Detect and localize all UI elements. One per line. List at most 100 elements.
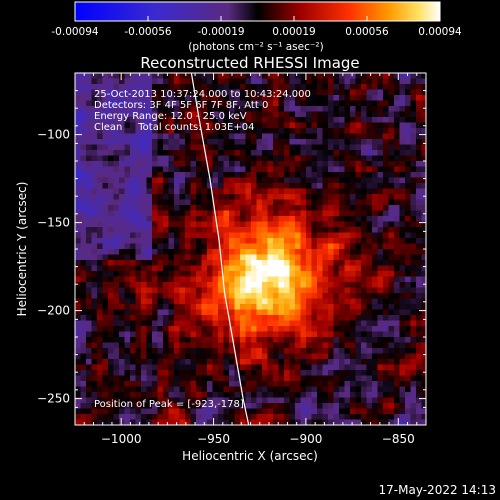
- heatmap-cell: [212, 419, 219, 425]
- heatmap-cell: [300, 403, 307, 410]
- heatmap-cell: [75, 177, 82, 184]
- heatmap-cell: [306, 84, 313, 91]
- heatmap-cell: [157, 78, 164, 85]
- heatmap-cell: [355, 403, 362, 410]
- heatmap-cell: [295, 78, 302, 85]
- heatmap-cell: [174, 172, 181, 179]
- heatmap-cell: [383, 89, 390, 96]
- heatmap-cell: [163, 150, 170, 157]
- heatmap-cell: [267, 359, 274, 366]
- heatmap-cell: [251, 287, 258, 294]
- heatmap-cell: [108, 293, 115, 300]
- heatmap-cell: [339, 150, 346, 157]
- heatmap-cell: [339, 298, 346, 305]
- heatmap-cell: [339, 260, 346, 267]
- heatmap-cell: [278, 381, 285, 388]
- heatmap-cell: [421, 183, 426, 190]
- heatmap-cell: [102, 133, 109, 140]
- heatmap-cell: [355, 183, 362, 190]
- heatmap-cell: [416, 188, 423, 195]
- heatmap-cell: [75, 210, 82, 217]
- heatmap-cell: [223, 309, 230, 316]
- heatmap-cell: [201, 194, 208, 201]
- heatmap-cell: [119, 364, 126, 371]
- heatmap-cell: [350, 320, 357, 327]
- heatmap-cell: [185, 271, 192, 278]
- heatmap-cell: [146, 155, 153, 162]
- heatmap-cell: [344, 342, 351, 349]
- heatmap-cell: [174, 221, 181, 228]
- heatmap-cell: [245, 95, 252, 102]
- heatmap-cell: [130, 177, 137, 184]
- heatmap-cell: [383, 414, 390, 421]
- heatmap-cell: [141, 260, 148, 267]
- heatmap-cell: [289, 304, 296, 311]
- heatmap-cell: [256, 403, 263, 410]
- heatmap-cell: [229, 370, 236, 377]
- heatmap-cell: [196, 133, 203, 140]
- heatmap-cell: [141, 397, 148, 404]
- heatmap-cell: [361, 326, 368, 333]
- heatmap-cell: [273, 364, 280, 371]
- heatmap-cell: [179, 397, 186, 404]
- heatmap-cell: [405, 238, 412, 245]
- heatmap-cell: [201, 216, 208, 223]
- heatmap-cell: [328, 238, 335, 245]
- heatmap-cell: [300, 177, 307, 184]
- heatmap-cell: [130, 386, 137, 393]
- heatmap-cell: [273, 276, 280, 283]
- heatmap-cell: [410, 397, 417, 404]
- heatmap-cell: [333, 309, 340, 316]
- heatmap-cell: [223, 232, 230, 239]
- heatmap-cell: [86, 183, 93, 190]
- heatmap-cell: [190, 386, 197, 393]
- heatmap-cell: [141, 414, 148, 421]
- heatmap-cell: [102, 364, 109, 371]
- heatmap-cell: [278, 194, 285, 201]
- heatmap-cell: [75, 243, 82, 250]
- heatmap-cell: [333, 320, 340, 327]
- heatmap-cell: [108, 221, 115, 228]
- heatmap-cell: [394, 337, 401, 344]
- heatmap-cell: [240, 117, 247, 124]
- heatmap-cell: [416, 106, 423, 113]
- heatmap-cell: [350, 254, 357, 261]
- heatmap-cell: [201, 320, 208, 327]
- heatmap-cell: [102, 89, 109, 96]
- heatmap-cell: [399, 375, 406, 382]
- heatmap-cell: [322, 227, 329, 234]
- heatmap-cell: [168, 243, 175, 250]
- heatmap-cell: [405, 249, 412, 256]
- heatmap-cell: [212, 172, 219, 179]
- heatmap-cell: [256, 89, 263, 96]
- heatmap-cell: [124, 122, 131, 129]
- heatmap-cell: [355, 243, 362, 250]
- heatmap-cell: [108, 298, 115, 305]
- heatmap-cell: [179, 392, 186, 399]
- heatmap-cell: [300, 408, 307, 415]
- heatmap-cell: [152, 194, 159, 201]
- heatmap-cell: [416, 139, 423, 146]
- heatmap-cell: [190, 106, 197, 113]
- heatmap-cell: [322, 403, 329, 410]
- heatmap-cell: [135, 210, 142, 217]
- heatmap-cell: [141, 199, 148, 206]
- heatmap-cell: [416, 359, 423, 366]
- heatmap-cell: [91, 276, 98, 283]
- heatmap-cell: [212, 370, 219, 377]
- heatmap-cell: [163, 260, 170, 267]
- heatmap-cell: [207, 216, 214, 223]
- heatmap-cell: [273, 309, 280, 316]
- heatmap-cell: [212, 315, 219, 322]
- heatmap-cell: [333, 183, 340, 190]
- heatmap-cell: [311, 348, 318, 355]
- heatmap-cell: [278, 419, 285, 425]
- heatmap-cell: [262, 188, 269, 195]
- heatmap-cell: [196, 100, 203, 107]
- heatmap-cell: [273, 342, 280, 349]
- heatmap-cell: [295, 342, 302, 349]
- heatmap-cell: [295, 348, 302, 355]
- heatmap-cell: [251, 370, 258, 377]
- heatmap-cell: [157, 370, 164, 377]
- heatmap-cell: [421, 287, 426, 294]
